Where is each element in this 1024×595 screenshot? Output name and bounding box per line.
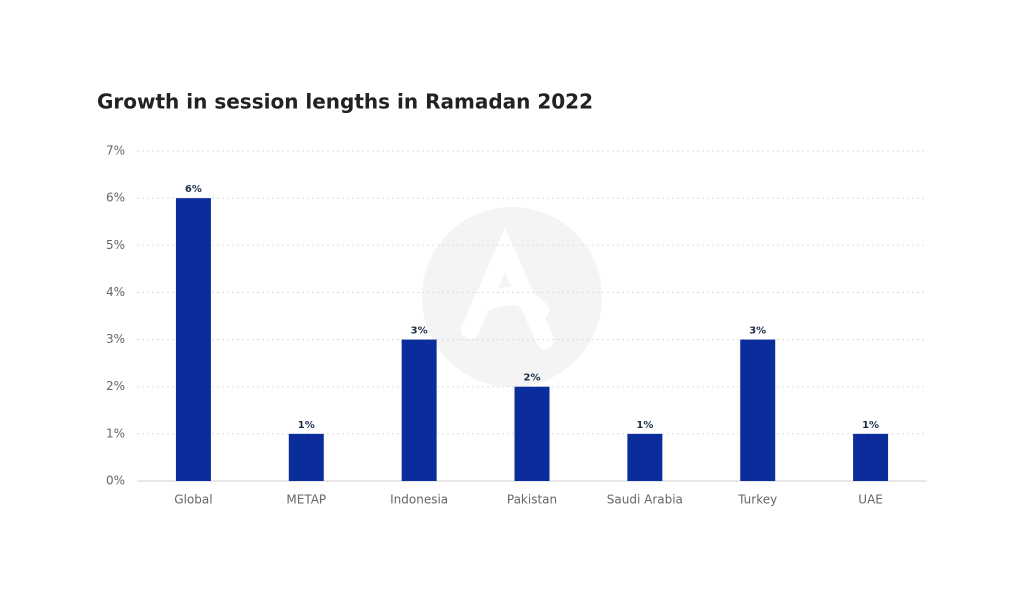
bar [514, 386, 550, 481]
y-tick-label: 3% [106, 332, 125, 346]
y-tick-label: 6% [106, 191, 125, 205]
value-label: 1% [862, 420, 879, 431]
x-tick-label: UAE [858, 493, 883, 507]
chart-title: Growth in session lengths in Ramadan 202… [97, 90, 593, 114]
value-label: 2% [524, 373, 541, 384]
x-tick-label: Indonesia [390, 493, 448, 507]
y-tick-label: 0% [106, 474, 125, 488]
x-tick-label: Turkey [737, 493, 777, 507]
value-label: 1% [636, 420, 653, 431]
x-tick-label: Pakistan [507, 493, 557, 507]
value-label: 3% [749, 326, 766, 337]
bar [288, 433, 324, 481]
value-label: 3% [411, 326, 428, 337]
bar [401, 339, 437, 481]
value-label: 1% [298, 420, 315, 431]
bar [740, 339, 776, 481]
x-tick-label: Saudi Arabia [607, 493, 683, 507]
y-tick-label: 7% [106, 144, 125, 158]
y-tick-label: 1% [106, 426, 125, 440]
y-tick-label: 4% [106, 285, 125, 299]
x-tick-label: Global [174, 493, 212, 507]
bar [627, 433, 663, 481]
watermark-logo [461, 227, 554, 349]
bar [853, 433, 889, 481]
bar [175, 198, 211, 481]
value-label: 6% [185, 184, 202, 195]
y-tick-label: 2% [106, 379, 125, 393]
x-tick-label: METAP [286, 493, 326, 507]
y-tick-label: 5% [106, 238, 125, 252]
